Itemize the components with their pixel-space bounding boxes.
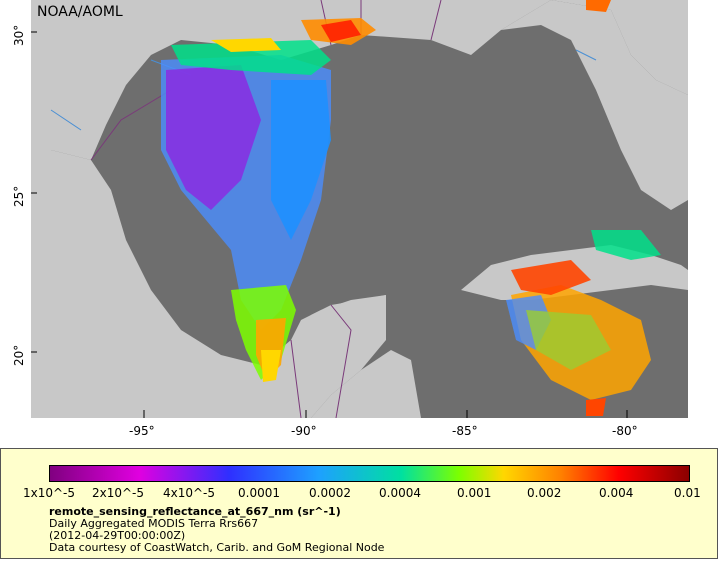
colorbar-tick-9: 0.01 — [674, 486, 701, 500]
lon-label-95: -95° — [129, 424, 155, 438]
mexico-border — [290, 304, 352, 418]
gulf-of-mexico-map — [31, 0, 688, 418]
reflectance-swath-east — [506, 0, 661, 416]
legend-product: Daily Aggregated MODIS Terra Rrs667 — [49, 517, 259, 530]
colorbar-tick-5: 0.0004 — [379, 486, 421, 500]
yucatan-land — [271, 295, 386, 418]
colorbar-tick-3: 0.0001 — [238, 486, 280, 500]
colorbar-tick-7: 0.002 — [527, 486, 562, 500]
florida-peninsula-land — [501, 0, 688, 210]
lon-label-80: -80° — [612, 424, 638, 438]
us-gulf-coast-land — [31, 0, 688, 160]
lat-label-25: 25° — [12, 185, 26, 207]
lon-ticks — [143, 410, 628, 418]
colorbar-tick-4: 0.0002 — [309, 486, 351, 500]
reflectance-swath-west — [161, 18, 376, 382]
lat-ticks — [31, 31, 37, 353]
lon-label-85: -85° — [452, 424, 478, 438]
lat-label-20: 20° — [12, 344, 26, 366]
colorbar-tick-8: 0.004 — [599, 486, 634, 500]
colorbar-tick-1: 2x10^-5 — [92, 486, 145, 500]
colorbar-tick-2: 4x10^-5 — [163, 486, 216, 500]
legend-variable: remote_sensing_reflectance_at_667_nm (sr… — [49, 505, 341, 518]
legend-source: Data courtesy of CoastWatch, Carib. and … — [49, 541, 385, 554]
map-frame — [31, 0, 688, 418]
lon-label-90: -90° — [291, 424, 317, 438]
colorbar-tick-6: 0.001 — [457, 486, 492, 500]
legend-time: (2012-04-29T00:00:00Z) — [49, 529, 186, 542]
legend-panel: 1x10^-5 2x10^-5 4x10^-5 0.0001 0.0002 0.… — [0, 448, 718, 559]
colorbar — [49, 465, 690, 482]
lat-label-30: 30° — [12, 24, 26, 46]
colorbar-tick-0: 1x10^-5 — [23, 486, 76, 500]
credit-label: NOAA/AOML — [37, 4, 123, 20]
